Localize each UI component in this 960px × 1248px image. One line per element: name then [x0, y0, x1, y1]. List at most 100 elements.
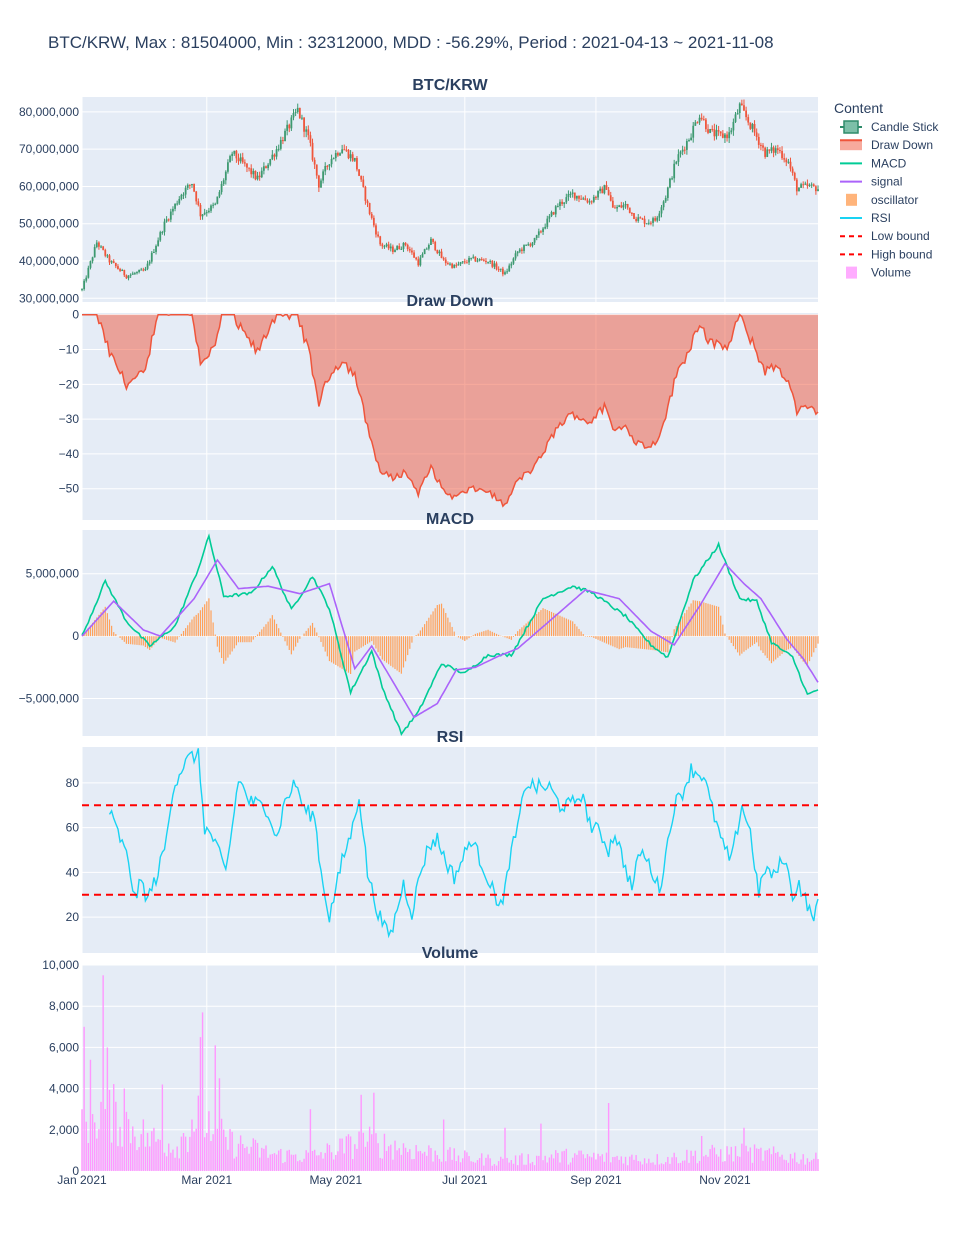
- legend-item-volume[interactable]: Volume: [846, 266, 911, 280]
- candlestick-ytick-label: 50,000,000: [19, 217, 79, 231]
- candle-body: [749, 122, 752, 129]
- volume-bar: [815, 1152, 817, 1171]
- volume-bar: [91, 1114, 94, 1171]
- legend-item-rsi[interactable]: RSI: [840, 211, 891, 225]
- volume-bar: [544, 1155, 546, 1171]
- oscillator-bar: [652, 636, 654, 651]
- oscillator-bar: [783, 636, 785, 653]
- candle-body: [641, 218, 644, 220]
- legend-item-low-bound[interactable]: Low bound: [840, 229, 930, 243]
- drawdown-ytick-label: −20: [59, 377, 80, 391]
- oscillator-bar: [94, 620, 96, 637]
- candle-body: [413, 252, 415, 258]
- legend-item-high-bound[interactable]: High bound: [840, 247, 932, 261]
- oscillator-bar: [694, 600, 696, 637]
- volume-bar: [622, 1163, 625, 1171]
- volume-bar: [396, 1150, 398, 1171]
- volume-bar: [461, 1158, 464, 1171]
- candle-body: [540, 231, 542, 233]
- candle-body: [400, 248, 403, 250]
- legend-item-macd[interactable]: MACD: [840, 156, 907, 170]
- oscillator-bar: [468, 636, 470, 639]
- volume-bar: [656, 1154, 658, 1171]
- candle-body: [186, 184, 189, 188]
- volume-bar: [794, 1152, 796, 1171]
- candle-body: [235, 150, 238, 159]
- volume-bar: [810, 1160, 813, 1171]
- oscillator-bar: [588, 636, 591, 637]
- volume-bar: [335, 1154, 337, 1171]
- volume-bar: [273, 1153, 276, 1171]
- volume-bar: [692, 1155, 694, 1171]
- volume-bar: [299, 1160, 301, 1171]
- candle-body: [233, 150, 236, 154]
- legend[interactable]: Content Candle Stick Draw Down MACD signal o…: [834, 100, 939, 280]
- candle-body: [216, 196, 219, 204]
- volume-bar: [237, 1143, 240, 1171]
- legend-item-signal[interactable]: signal: [840, 175, 902, 189]
- volume-panel: Volume 0 2,000 4,000 6,000 8,000 10,000: [42, 945, 819, 1178]
- candle-body: [290, 117, 293, 129]
- candle-body: [436, 250, 439, 254]
- candle-body: [377, 234, 379, 237]
- volume-bar: [696, 1163, 699, 1171]
- candle-body: [785, 159, 788, 163]
- candle-body: [694, 122, 697, 126]
- oscillator-bar: [569, 620, 572, 637]
- candle-body: [504, 272, 506, 275]
- oscillator-bar: [172, 636, 174, 642]
- volume-bar: [421, 1153, 424, 1171]
- candle-body: [584, 198, 587, 201]
- candle-body: [146, 263, 149, 269]
- volume-bar: [81, 1109, 83, 1171]
- candle-body: [597, 191, 599, 198]
- candle-body: [440, 251, 443, 259]
- oscillator-bar: [246, 636, 248, 643]
- oscillator-bar: [481, 631, 483, 637]
- volume-bar: [713, 1147, 716, 1171]
- volume-bar: [390, 1144, 392, 1171]
- candle-body: [309, 135, 312, 143]
- oscillator-bar: [191, 619, 193, 637]
- volume-bar: [673, 1152, 675, 1171]
- candle-body: [161, 232, 164, 234]
- candle-body: [362, 179, 365, 187]
- oscillator-bar: [722, 624, 724, 637]
- oscillator-bar: [635, 636, 637, 649]
- oscillator-bar: [705, 603, 707, 637]
- oscillator-bar: [474, 633, 476, 637]
- volume-bar: [165, 1156, 168, 1171]
- legend-item-candle-stick[interactable]: Candle Stick: [840, 120, 939, 134]
- candle-body: [142, 269, 145, 271]
- candle-body: [768, 149, 771, 151]
- volume-bar: [679, 1162, 682, 1171]
- candle-body: [279, 140, 282, 149]
- legend-item-draw-down[interactable]: Draw Down: [840, 138, 933, 152]
- candle-body: [89, 261, 92, 268]
- candle-body: [425, 248, 428, 250]
- volume-bar: [542, 1160, 544, 1171]
- volume-bar: [428, 1145, 430, 1171]
- candle-body: [417, 259, 420, 266]
- candle-body: [394, 250, 396, 252]
- oscillator-bar: [297, 636, 299, 643]
- candle-body: [241, 157, 244, 163]
- volume-bar: [438, 1158, 441, 1171]
- volume-bar: [106, 1047, 109, 1171]
- oscillator-bar: [438, 604, 441, 637]
- volume-bar: [694, 1150, 697, 1171]
- oscillator-bar: [168, 636, 170, 641]
- candle-body: [747, 117, 750, 123]
- candle-body: [789, 161, 792, 169]
- volume-bar: [472, 1161, 474, 1171]
- oscillator-bar: [392, 636, 394, 668]
- volume-bar: [121, 1146, 123, 1171]
- volume-bar: [286, 1150, 288, 1171]
- oscillator-bar: [631, 636, 633, 648]
- oscillator-bar: [684, 613, 686, 637]
- volume-bar: [349, 1136, 352, 1171]
- legend-item-oscillator[interactable]: oscillator: [846, 193, 918, 207]
- candle-body: [201, 214, 204, 217]
- legend-label: Low bound: [871, 229, 930, 243]
